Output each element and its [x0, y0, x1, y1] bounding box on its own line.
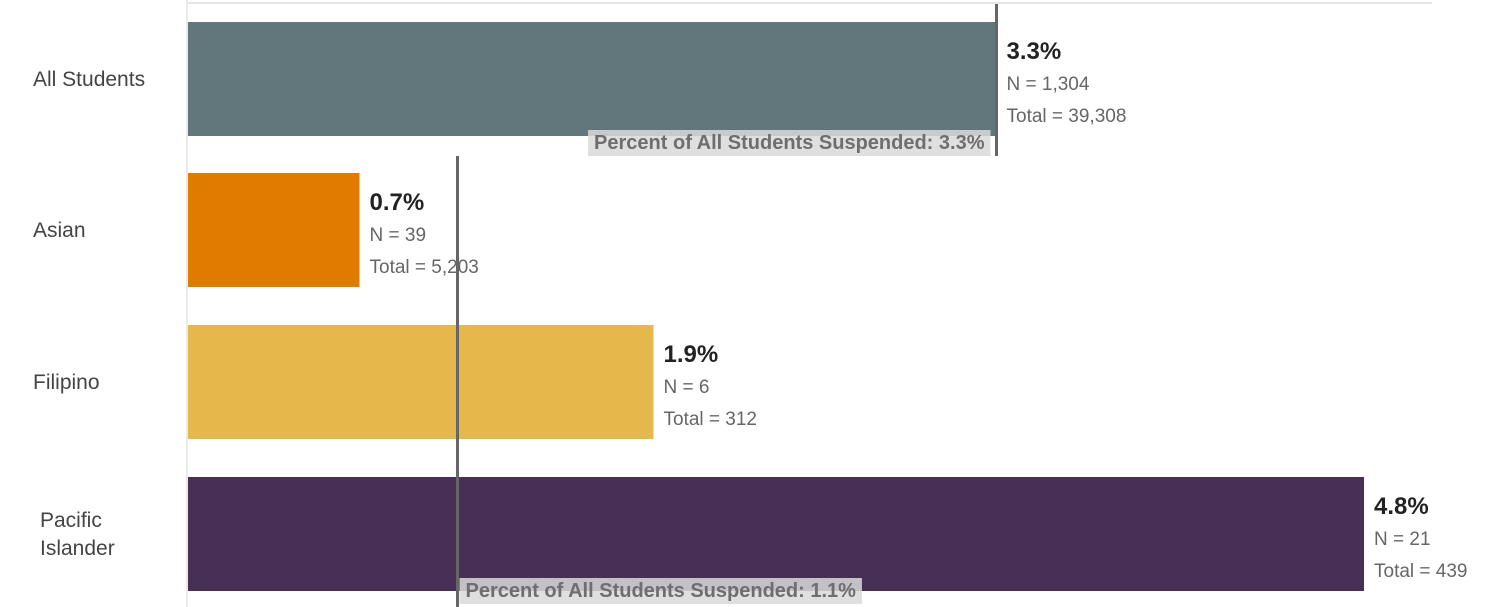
reference-line-label-1: Percent of All Students Suspended: 3.3% — [594, 132, 985, 154]
bar-pacific-islander — [188, 477, 1364, 591]
n-label-filipino: N = 6 — [664, 377, 710, 398]
reference-line-label-box-2 — [459, 578, 862, 604]
n-label-pacific-islander: N = 21 — [1374, 529, 1431, 550]
n-label-all-students: N = 1,304 — [1007, 74, 1090, 95]
reference-line-label-2: Percent of All Students Suspended: 1.1% — [466, 580, 857, 602]
reference-line-label-box-1 — [588, 130, 991, 156]
category-label-pacific-islander-line2: Islander — [40, 537, 115, 560]
category-label-filipino: Filipino — [33, 371, 100, 394]
category-label-all-students: All Students — [33, 68, 145, 91]
bar-asian — [188, 173, 360, 287]
labels-layer: All Students 3.3% N = 1,304 Total = 39,308 A… — [33, 38, 1468, 582]
reference-lines-layer: Percent of All Students Suspended: 3.3% P… — [456, 4, 998, 607]
bar-filipino — [188, 325, 654, 439]
bar-all-students — [188, 22, 997, 136]
total-label-all-students: Total = 39,308 — [1007, 106, 1127, 127]
value-label-pacific-islander: 4.8% — [1374, 493, 1429, 520]
category-label-pacific-islander-line1: Pacific — [40, 509, 102, 532]
bars-layer — [188, 22, 1364, 591]
total-label-asian: Total = 5,203 — [370, 257, 479, 278]
value-label-all-students: 3.3% — [1007, 38, 1062, 65]
total-label-filipino: Total = 312 — [664, 409, 758, 430]
total-label-pacific-islander: Total = 439 — [1374, 561, 1468, 582]
value-label-filipino: 1.9% — [664, 341, 719, 368]
n-label-asian: N = 39 — [370, 225, 427, 246]
category-label-asian: Asian — [33, 219, 86, 242]
value-label-asian: 0.7% — [370, 189, 425, 216]
